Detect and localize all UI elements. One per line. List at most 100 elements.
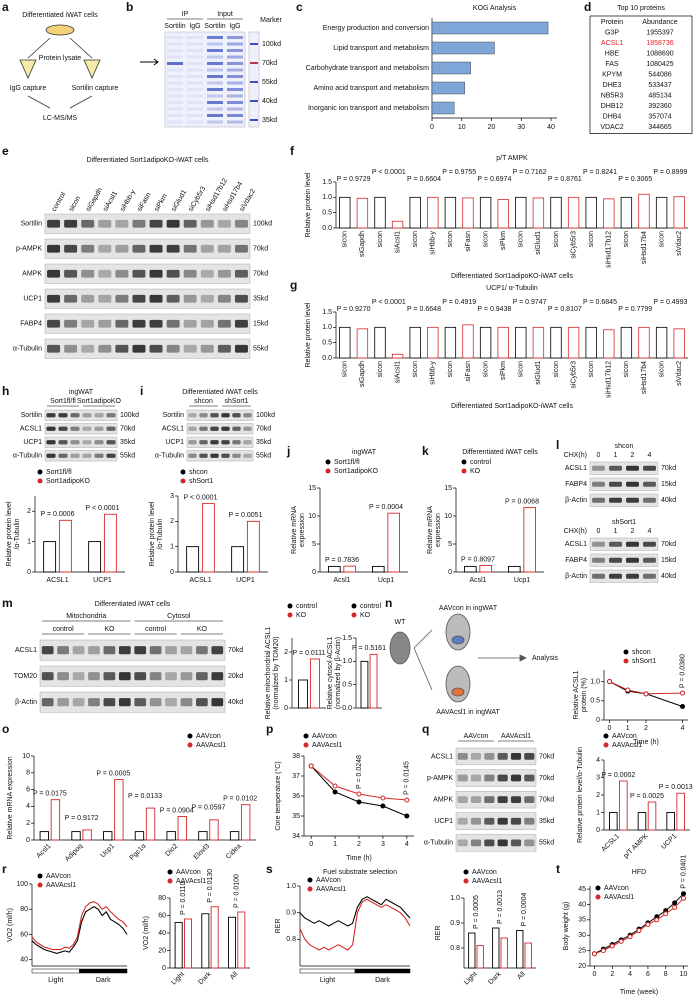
gel-band (187, 120, 203, 124)
blot-band (81, 219, 95, 228)
row-label: p-AMPK (427, 775, 453, 782)
blot-band (200, 294, 214, 303)
chart-title: KOG Analysis (473, 5, 517, 12)
p-value: P = 0.9729 (337, 176, 371, 183)
blot-band (94, 440, 104, 445)
blot-band (243, 440, 252, 445)
y-tick-label: 0.5 (590, 698, 600, 705)
blot-band (210, 453, 219, 458)
gel-band (187, 101, 203, 104)
gel-band (187, 49, 203, 52)
blot-band (82, 426, 92, 431)
x-tick-label: siFasn (465, 361, 472, 382)
bar (174, 922, 183, 969)
blot-band (88, 672, 100, 681)
chart-title: Differentiated iWAT cells (462, 449, 538, 456)
y-tick-label: 100 (16, 881, 28, 888)
x-tick-label: 40 (547, 124, 555, 131)
bar (479, 196, 492, 229)
blot-band (98, 344, 112, 353)
blot-strip (455, 747, 537, 766)
y-tick-label: 0.5 (322, 210, 332, 217)
legend-label: AAVcon (604, 885, 629, 892)
panel-letter: f (290, 144, 295, 158)
gel-band (187, 114, 203, 117)
blot-band (524, 839, 535, 847)
legend-marker (37, 873, 43, 879)
bar (638, 193, 650, 229)
blot-strip (186, 423, 254, 435)
bar (186, 546, 200, 573)
lane-label: sicon (68, 195, 82, 213)
blot-strip (455, 812, 537, 830)
x-tick-label: 30 (517, 124, 525, 131)
bar (444, 196, 457, 229)
x-tick-label: siHbb-y (430, 361, 437, 385)
y-tick-label: 1.5 (322, 309, 332, 316)
gel-band (207, 62, 223, 65)
blot-band (57, 698, 69, 707)
marker-label: 70kd (539, 753, 554, 760)
blot-band (115, 219, 129, 228)
blot-band (524, 774, 535, 782)
row-label: FABP4 (20, 321, 42, 328)
legend-marker (325, 459, 331, 465)
x-tick-label: Dark (487, 970, 503, 986)
gel-band (167, 75, 183, 78)
blot-band (210, 413, 219, 418)
blot-band (57, 646, 69, 655)
panel-letter: i (140, 384, 143, 398)
x-tick-label: sicon (447, 361, 454, 377)
x-tick-label: siVdac2 (676, 231, 683, 256)
blot-strip (44, 288, 251, 309)
blot-band (221, 426, 230, 431)
blot-band (82, 413, 92, 418)
legend-marker (623, 649, 629, 655)
panel-letter: h (2, 384, 9, 398)
y-axis-label: Relative protein level (305, 172, 312, 237)
blot-band (217, 219, 231, 228)
panel-letter: b (126, 0, 133, 14)
gel-band (227, 68, 243, 72)
blot-strip (44, 338, 251, 359)
gel-band (227, 36, 243, 39)
chart-title: HFD (632, 869, 646, 876)
blot-band (200, 244, 214, 253)
legend-marker (351, 612, 357, 618)
bar (532, 326, 545, 359)
blot-band (196, 672, 208, 681)
bar (114, 779, 124, 841)
marker-title: Marker (260, 17, 282, 24)
marker-label: 35kd (120, 439, 135, 446)
gel-band (227, 114, 243, 117)
blot-band (149, 344, 163, 353)
table-cell: DHB4 (603, 114, 622, 121)
bar (666, 812, 675, 831)
table-header: Protein (601, 19, 623, 26)
p-value: P = 0.7799 (618, 306, 652, 313)
legend-marker (37, 882, 43, 888)
blot-band (115, 294, 129, 303)
table-cell: 1858736 (646, 40, 673, 47)
diagram-text: WT (395, 619, 407, 626)
bar (391, 220, 404, 229)
x-tick-label: sicon (553, 231, 560, 247)
trace-line (31, 901, 128, 951)
blot-band (221, 440, 230, 445)
light-dark-bar (299, 968, 356, 974)
blot-band (149, 269, 163, 278)
p-value: P = 0.0401 (680, 855, 687, 889)
x-tick-label: siAcsl1 (394, 361, 401, 383)
x-tick-label: Ucp1 (99, 843, 116, 860)
blot-band (149, 219, 163, 228)
blot-title: ingWAT (69, 389, 94, 396)
y-tick-label: Energy production and conversion (323, 25, 429, 32)
bar (431, 81, 465, 95)
x-tick-label: sicon (412, 231, 419, 247)
x-tick-label: sicon (482, 361, 489, 377)
x-tick-label: siHsd17b4 (641, 231, 648, 264)
legend-marker (623, 658, 629, 664)
blot-band (103, 646, 116, 655)
gel-band (207, 81, 223, 85)
blot-band (58, 426, 68, 431)
